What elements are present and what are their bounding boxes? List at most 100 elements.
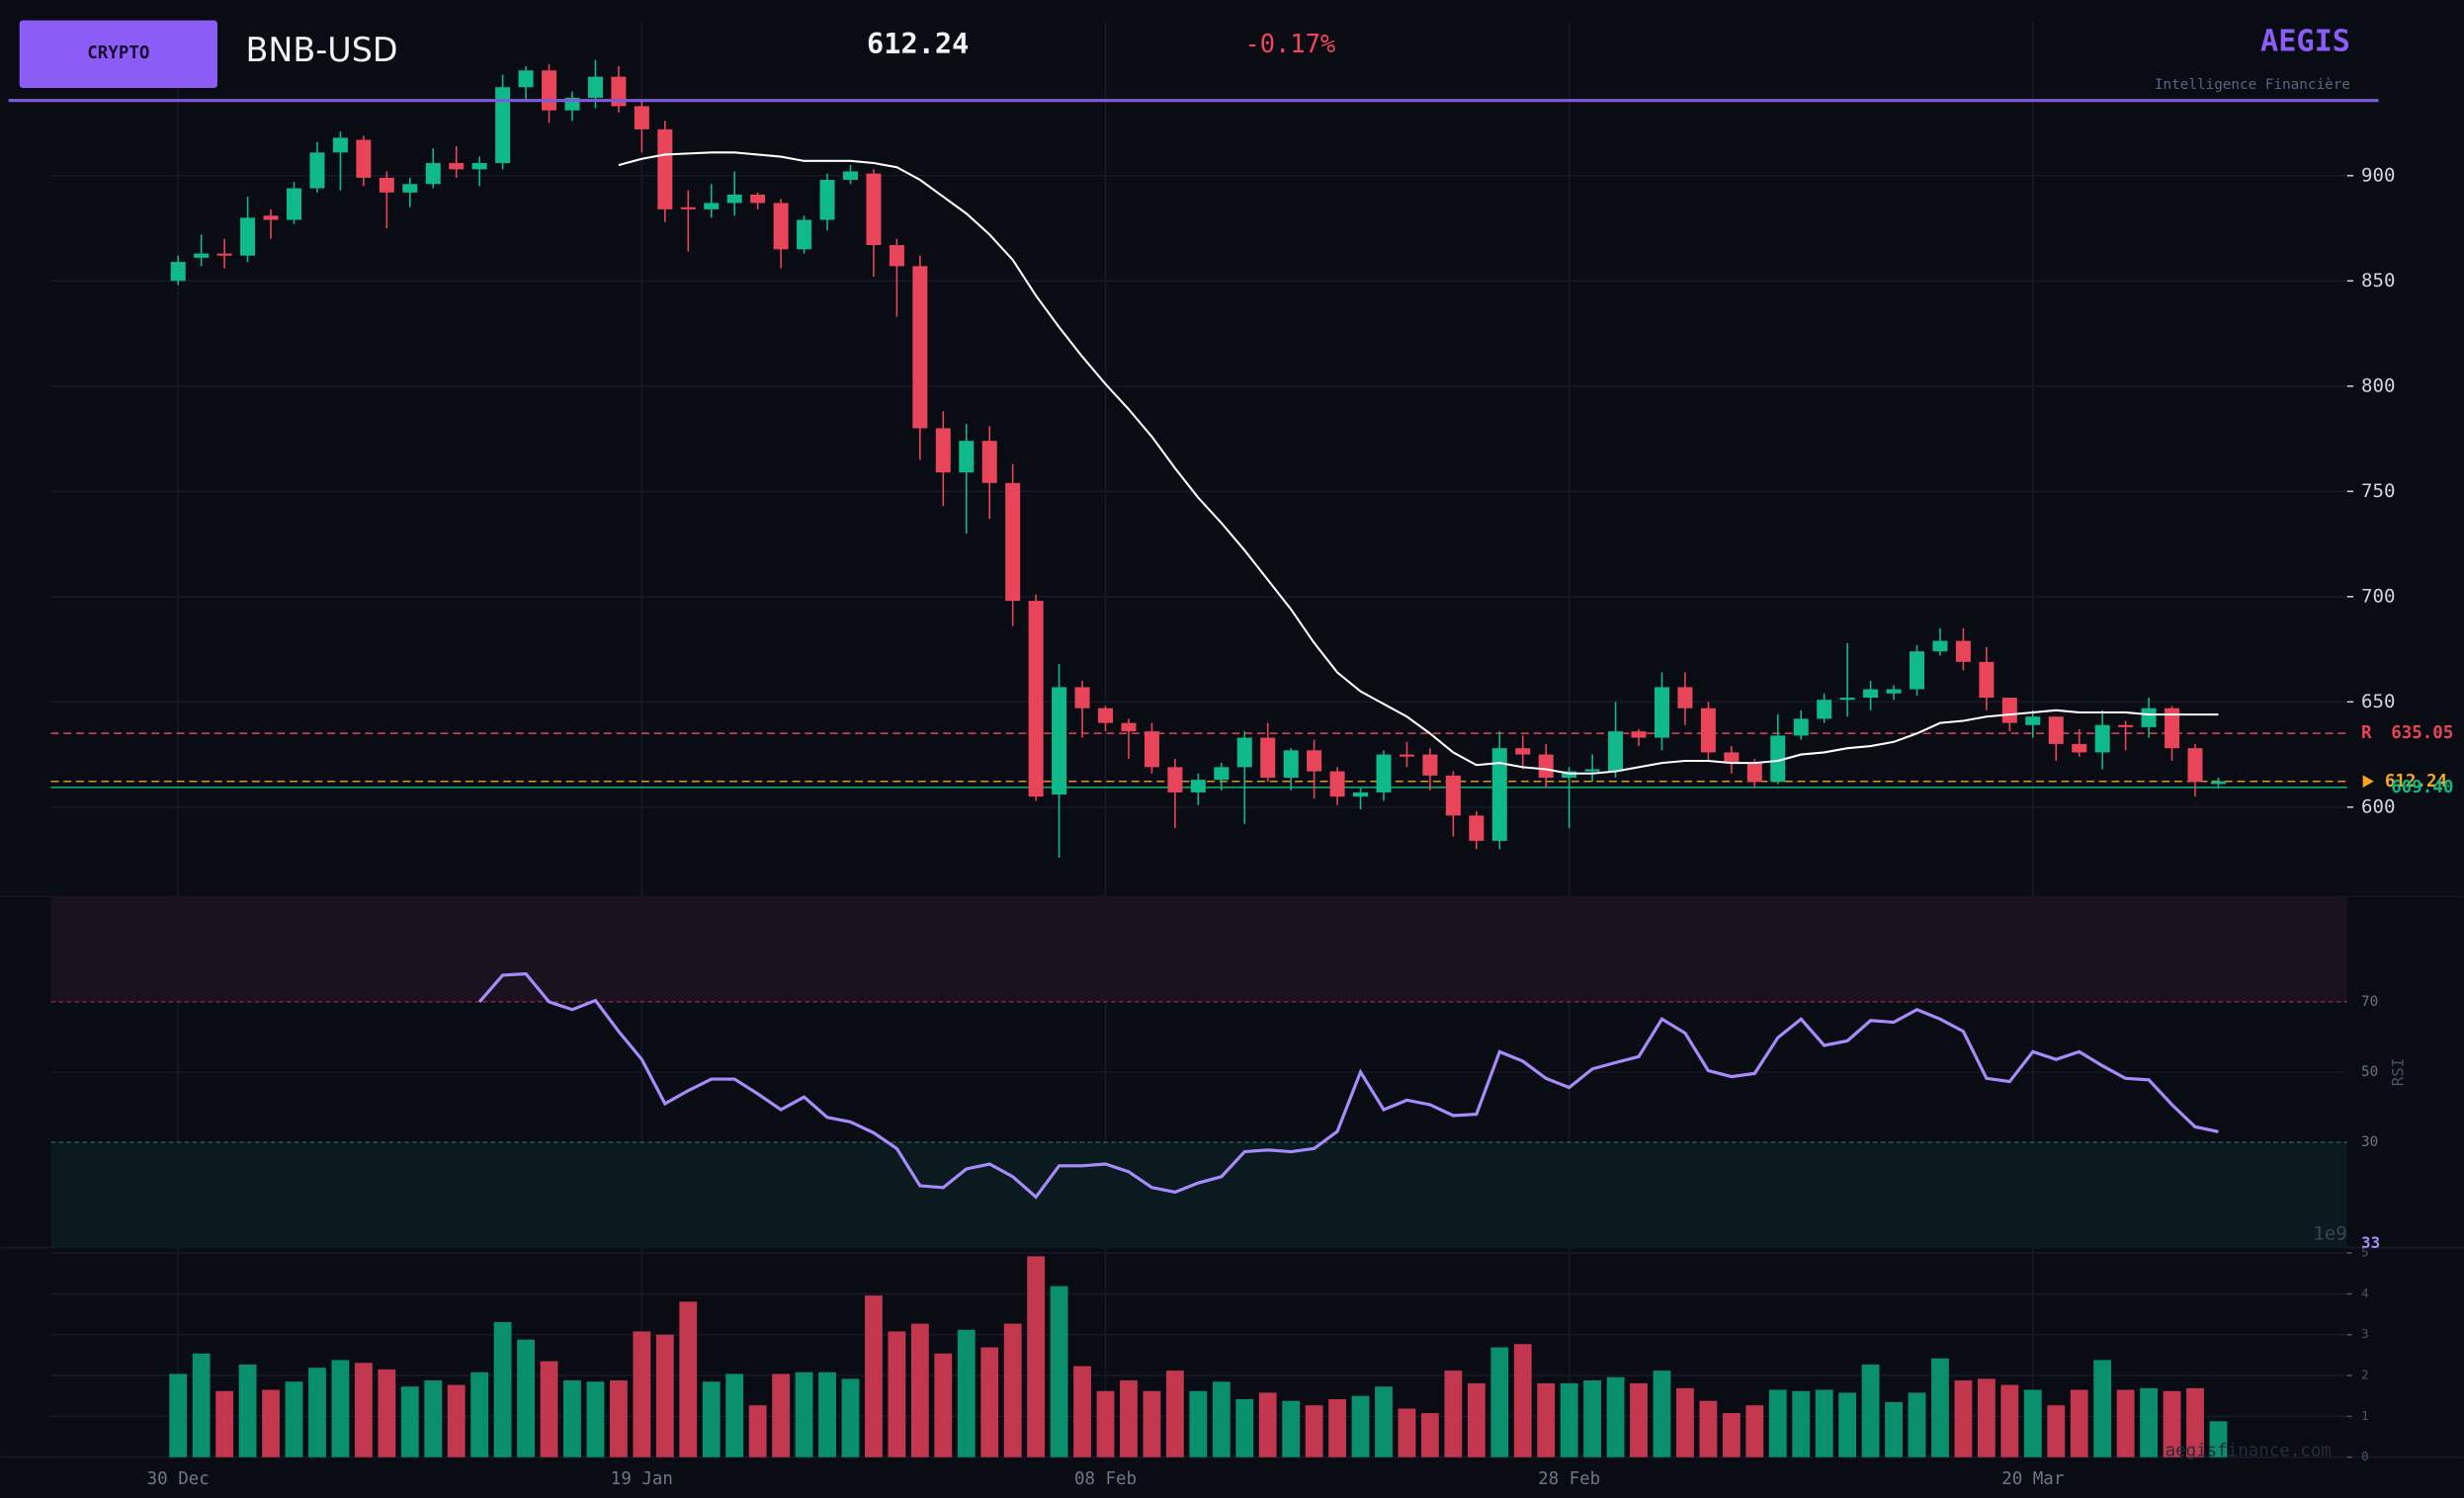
volume-bar <box>1815 1389 1833 1457</box>
y-tick-label: 4 <box>2361 1286 2369 1300</box>
volume-bar <box>493 1321 512 1457</box>
volume-bar <box>1398 1408 1416 1457</box>
volume-bar <box>1282 1400 1301 1457</box>
candle-body <box>1399 754 1414 757</box>
volume-bar <box>655 1334 674 1457</box>
candle-body <box>495 87 511 163</box>
candle-body <box>449 162 465 170</box>
candle-body <box>1724 752 1740 764</box>
volume-bar <box>1537 1382 1556 1457</box>
volume-bar <box>2023 1389 2042 1457</box>
candle-body <box>309 152 325 189</box>
y-tick-label: 800 <box>2361 374 2395 396</box>
axis-offset-label: 1e9 <box>2313 1223 2346 1245</box>
candle-body <box>1700 707 1716 753</box>
volume-bar <box>702 1381 721 1457</box>
candle-body <box>1770 735 1786 783</box>
volume-bar <box>609 1380 628 1457</box>
candle-body <box>240 217 256 256</box>
candle-body <box>1005 482 1021 602</box>
volume-bar <box>447 1384 466 1457</box>
volume-bar <box>1977 1378 1996 1457</box>
volume-bar <box>1375 1386 1393 1457</box>
candle-body <box>2118 724 2134 727</box>
candle-body <box>2094 724 2110 753</box>
candle-body <box>1631 731 1647 738</box>
volume-bar <box>888 1331 906 1457</box>
candle-body <box>1608 731 1624 772</box>
volume-bar <box>1653 1371 1671 1457</box>
y-tick-label: 50 <box>2361 1064 2378 1080</box>
volume-bar <box>1792 1390 1811 1457</box>
volume-bar <box>1305 1405 1323 1457</box>
volume-bar <box>1885 1401 1903 1457</box>
volume-bar <box>400 1386 419 1457</box>
volume-bar <box>772 1373 791 1457</box>
volume-bar <box>1212 1381 1231 1457</box>
volume-bar <box>1768 1389 1787 1457</box>
volume-bar <box>1931 1358 1949 1457</box>
candle-body <box>1028 601 1044 797</box>
candle-body <box>170 262 186 282</box>
y-tick-label: 30 <box>2361 1134 2378 1150</box>
price-level-label: 635.05 <box>2391 723 2453 743</box>
candle-body <box>1353 791 1369 797</box>
y-axis-label: RSI <box>2389 1058 2408 1087</box>
candle-body <box>402 184 418 193</box>
volume-bar <box>540 1361 558 1457</box>
volume-bar <box>2047 1405 2066 1457</box>
candle-body <box>2165 707 2180 749</box>
candle-body <box>1746 763 1762 783</box>
volume-bar <box>424 1380 443 1457</box>
candle-body <box>1121 722 1137 732</box>
volume-bar <box>910 1323 929 1457</box>
candle-body <box>797 219 812 250</box>
candle-body <box>2001 698 2017 723</box>
candle-body <box>1376 754 1392 792</box>
volume-bar <box>1258 1392 1277 1457</box>
volume-bar <box>1351 1395 1370 1457</box>
rsi-zone <box>50 896 2347 1002</box>
volume-bar <box>1444 1371 1463 1457</box>
candle-body <box>2187 748 2203 783</box>
badge[interactable] <box>19 20 217 88</box>
y-tick-label: 600 <box>2361 795 2395 817</box>
candle-body <box>2072 743 2087 753</box>
volume-bar <box>1165 1371 1184 1457</box>
y-tick-label: 900 <box>2361 164 2395 186</box>
volume-bar <box>1722 1413 1741 1457</box>
candle-body <box>286 188 302 220</box>
candle-body <box>1167 767 1183 792</box>
volume-bar <box>2163 1390 2181 1457</box>
volume-bar <box>1328 1399 1346 1457</box>
candle-body <box>1329 771 1345 797</box>
candle-body <box>2048 716 2064 744</box>
candle-body <box>1562 771 1577 779</box>
candle-body <box>542 70 557 111</box>
candle-body <box>332 137 348 153</box>
volume-bar <box>1073 1366 1091 1457</box>
volume-bar <box>1143 1390 1161 1457</box>
volume-bar <box>1513 1344 1532 1457</box>
x-tick-label: 28 Feb <box>1538 1469 1600 1489</box>
candle-body <box>2025 716 2041 725</box>
volume-bar <box>679 1301 698 1457</box>
candle-body <box>216 253 232 256</box>
y-tick-label: 650 <box>2361 691 2395 712</box>
candle-body <box>1491 748 1507 841</box>
candle-body <box>1283 750 1299 779</box>
volume-bar <box>2000 1384 2019 1457</box>
volume-bar <box>1189 1390 1208 1457</box>
volume-bar <box>1630 1382 1648 1457</box>
volume-bar <box>331 1360 350 1457</box>
volume-bar <box>2186 1387 2204 1457</box>
volume-bar <box>957 1329 976 1457</box>
volume-bar <box>169 1373 188 1457</box>
candle-body <box>912 266 928 429</box>
candle-body <box>194 253 210 258</box>
candle-body <box>819 180 835 220</box>
volume-bar <box>1003 1323 1022 1457</box>
